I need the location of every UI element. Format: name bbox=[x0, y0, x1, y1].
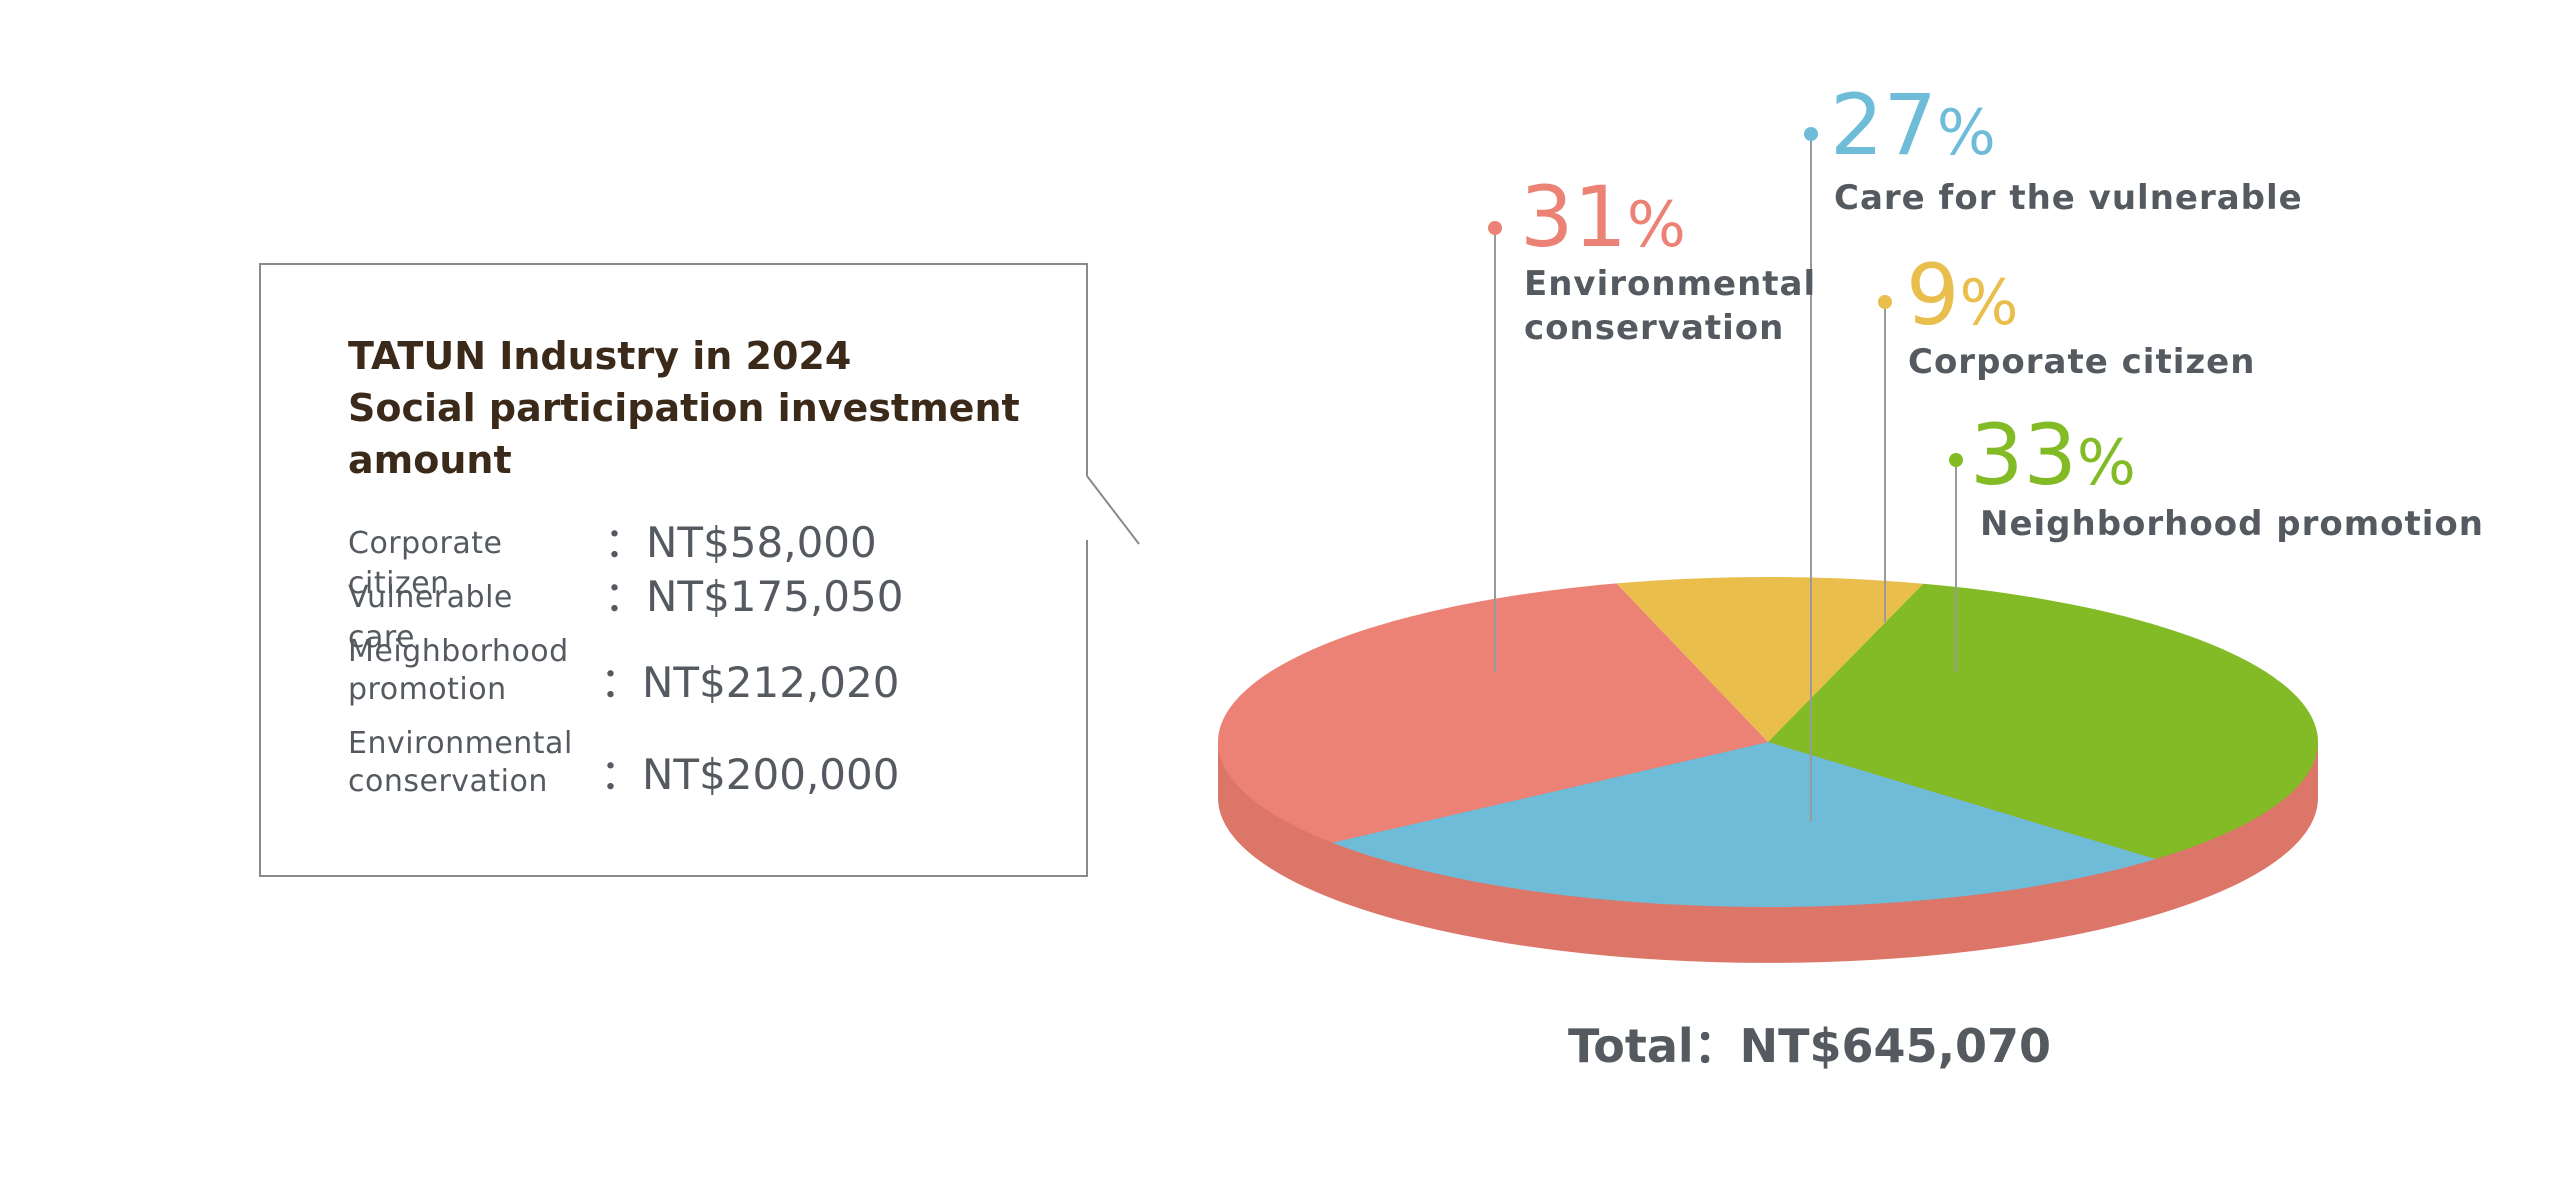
amount-row-label: Corporate citizen bbox=[348, 526, 503, 601]
slice-label-neighborhood: Neighborhood promotion bbox=[1980, 504, 2484, 544]
slice-label-vulnerable: Care for the vulnerable bbox=[1834, 178, 2303, 218]
amount-row-label: Meighborhood bbox=[348, 634, 569, 669]
leader-dot-corporate bbox=[1878, 295, 1892, 309]
leader-dot-vulnerable bbox=[1804, 127, 1818, 141]
slice-label-environmental: Environmental conservation bbox=[1524, 264, 1817, 348]
amount-row-value: ：NT$175,050 bbox=[604, 572, 904, 621]
callout-frame bbox=[259, 263, 1140, 877]
amount-row-value: ：NT$58,000 bbox=[604, 518, 877, 567]
callout-title-line: amount bbox=[348, 438, 512, 482]
pie-slice-vulnerable bbox=[1332, 742, 2156, 907]
callout-title-line: TATUN Industry in 2024 bbox=[348, 334, 852, 378]
leader-dot-neighborhood bbox=[1949, 453, 1963, 467]
chart-total: Total：NT$645,070 bbox=[1568, 1019, 2052, 1073]
leader-dot-environmental bbox=[1488, 221, 1502, 235]
slice-percent-corporate: 9% bbox=[1906, 246, 2019, 344]
pie-slice-corporate bbox=[1616, 577, 1924, 742]
amount-row-label: Environmental bbox=[348, 726, 573, 761]
slice-label-corporate: Corporate citizen bbox=[1908, 342, 2256, 382]
pie-slice-environmental bbox=[1218, 583, 1768, 843]
pie-slice-neighborhood bbox=[1768, 583, 2318, 860]
slice-percent-environmental: 31% bbox=[1520, 168, 1686, 266]
callout-title: TATUN Industry in 2024 Social participat… bbox=[348, 330, 1068, 486]
investment-callout: TATUN Industry in 2024 Social participat… bbox=[0, 0, 1200, 1000]
amount-row-label: conservation bbox=[348, 764, 548, 799]
amount-row-value: ：NT$200,000 bbox=[600, 750, 900, 799]
amount-row-label: promotion bbox=[348, 672, 507, 707]
callout-title-line: Social participation investment bbox=[348, 386, 1020, 430]
amount-row-label: Vulnerable care bbox=[348, 580, 513, 655]
slice-percent-vulnerable: 27% bbox=[1830, 76, 1996, 174]
slice-percent-neighborhood: 33% bbox=[1970, 406, 2136, 504]
amount-row-value: ：NT$212,020 bbox=[600, 658, 900, 707]
